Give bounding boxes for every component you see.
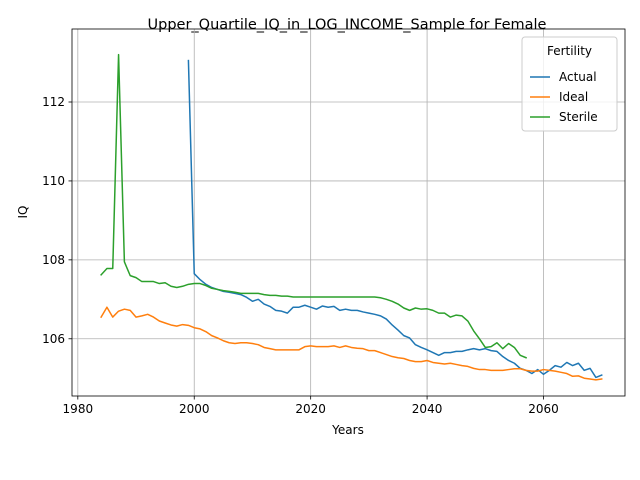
x-tick-label: 1980 — [63, 402, 94, 416]
legend-label-sterile: Sterile — [559, 110, 598, 124]
series-line-ideal — [100, 306, 603, 381]
x-tick-label: 2020 — [295, 402, 326, 416]
grid — [72, 29, 625, 396]
y-axis-ticks: 106 108 110 112 — [42, 95, 72, 346]
x-axis-ticks: 1980 2000 2020 2040 2060 — [63, 396, 559, 416]
legend: Fertility Actual Ideal Sterile — [521, 36, 618, 132]
plot-lines — [100, 53, 603, 381]
plot-frame — [71, 28, 626, 397]
legend-title: Fertility — [547, 44, 592, 58]
y-tick-label: 106 — [42, 332, 65, 346]
legend-label-actual: Actual — [559, 70, 597, 84]
x-tick-label: 2040 — [412, 402, 443, 416]
x-axis-label: Years — [331, 423, 364, 437]
legend-box — [521, 36, 618, 132]
chart-title: Upper_Quartile_IQ_in_LOG_INCOME_Sample f… — [148, 17, 547, 33]
series-line-actual — [187, 59, 603, 379]
series-line-sterile — [100, 53, 528, 359]
y-tick-label: 110 — [42, 174, 65, 188]
legend-label-ideal: Ideal — [559, 90, 588, 104]
y-axis-label: IQ — [16, 206, 30, 219]
y-tick-label: 108 — [42, 253, 65, 267]
x-tick-label: 2060 — [528, 402, 559, 416]
y-tick-label: 112 — [42, 95, 65, 109]
x-tick-label: 2000 — [179, 402, 210, 416]
